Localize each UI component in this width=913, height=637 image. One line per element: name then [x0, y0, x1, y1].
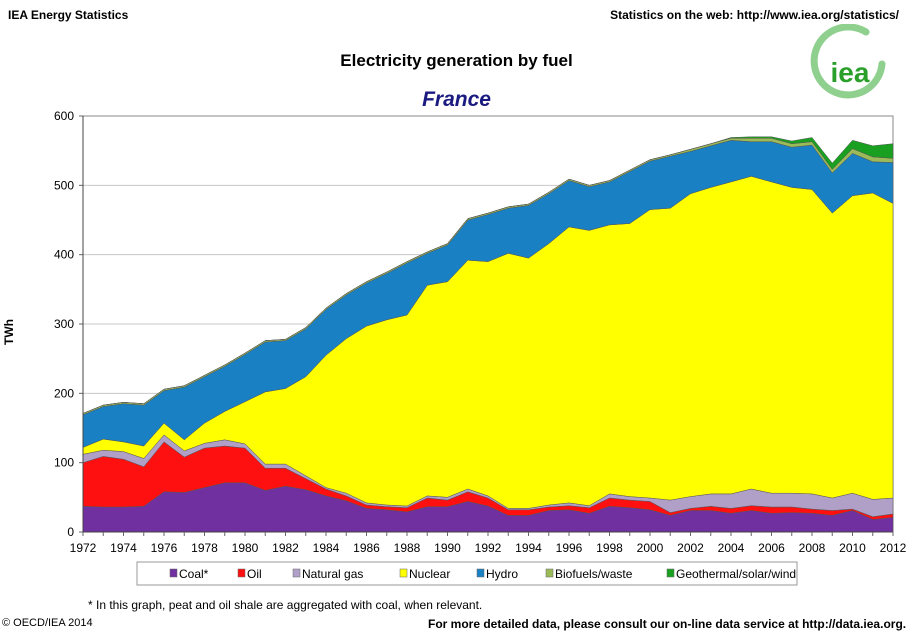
source-label: IEA Energy Statistics: [8, 8, 129, 22]
x-tick-label: 2008: [799, 541, 826, 555]
x-tick-label: 2002: [677, 541, 704, 555]
iea-logo: iea: [810, 24, 886, 99]
x-tick-label: 2000: [637, 541, 664, 555]
x-tick-label: 1972: [70, 541, 97, 555]
legend-swatch: [476, 568, 485, 578]
y-tick-label: 400: [54, 248, 74, 262]
legend-swatch: [545, 568, 554, 578]
x-tick-label: 1994: [515, 541, 542, 555]
logo-text: iea: [831, 57, 870, 88]
x-tick-label: 1998: [596, 541, 623, 555]
x-tick-label: 1984: [313, 541, 340, 555]
chart-subtitle: France: [422, 88, 491, 111]
legend-label: Geothermal/solar/wind: [676, 567, 796, 581]
y-tick-label: 200: [54, 386, 74, 400]
legend-swatch: [169, 568, 178, 578]
legend-box: [136, 561, 798, 586]
y-tick-label: 100: [54, 456, 74, 470]
x-tick-label: 2004: [718, 541, 745, 555]
x-tick-label: 2006: [758, 541, 785, 555]
x-tick-label: 1996: [556, 541, 583, 555]
x-tick-label: 2012: [880, 541, 907, 555]
legend-label: Coal*: [179, 567, 209, 581]
legend-swatch: [237, 568, 246, 578]
legend-label: Biofuels/waste: [555, 567, 633, 581]
y-tick-label: 300: [54, 317, 74, 331]
x-tick-label: 1990: [434, 541, 461, 555]
legend-label: Natural gas: [302, 567, 363, 581]
statistics-web-link[interactable]: Statistics on the web: http://www.iea.or…: [610, 8, 899, 22]
x-tick-label: 1980: [232, 541, 259, 555]
x-tick-label: 1982: [272, 541, 299, 555]
legend-swatch: [666, 568, 675, 578]
x-tick-label: 1974: [110, 541, 137, 555]
x-tick-label: 1976: [151, 541, 178, 555]
chart-title: Electricity generation by fuel: [340, 51, 573, 70]
logo-arc: [810, 24, 886, 99]
legend-label: Nuclear: [409, 567, 450, 581]
y-tick-label: 600: [54, 109, 74, 123]
footnote: * In this graph, peat and oil shale are …: [88, 598, 483, 612]
x-tick-label: 1992: [475, 541, 502, 555]
legend-label: Oil: [247, 567, 262, 581]
y-tick-label: 0: [67, 525, 74, 539]
x-tick-label: 1978: [191, 541, 218, 555]
legend-swatch: [292, 568, 301, 578]
legend-swatch: [399, 568, 408, 578]
area-geothermal-solar-wind: [82, 136, 894, 414]
copyright: © OECD/IEA 2014: [2, 617, 93, 629]
chart-plot: 0 100 200 300 400 500 600 1972 1974 1976 1978 1980 1…: [54, 109, 907, 586]
y-tick-label: 500: [54, 178, 74, 192]
x-tick-label: 1988: [394, 541, 421, 555]
x-tick-label: 2010: [839, 541, 866, 555]
legend-label: Hydro: [486, 567, 518, 581]
data-service-link[interactable]: For more detailed data, please consult o…: [428, 617, 907, 631]
x-tick-label: 1986: [353, 541, 380, 555]
